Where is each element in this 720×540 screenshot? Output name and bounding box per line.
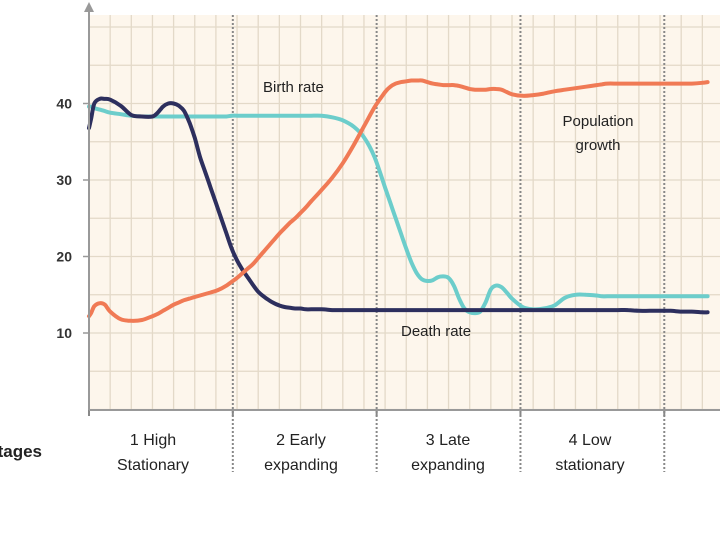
y-tick-label: 10 [56,325,72,341]
population-growth-line [87,78,710,323]
stage-1-line2: Stationary [117,457,189,474]
stage-1-line1: 1 High [130,432,176,449]
stage-4-line2: stationary [555,457,624,474]
y-tick-labels: 10 20 30 40 [56,96,89,341]
stage-2-line1: 2 Early [276,432,326,449]
stage-4-line1: 4 Low [569,432,612,449]
y-tick-label: 30 [56,172,72,188]
y-tick-label: 20 [56,249,72,265]
y-axis-arrow-icon [84,2,94,12]
series-lines [87,78,710,323]
population-growth-label-line2: growth [575,137,620,154]
grid [89,15,720,411]
population-growth-label-line1: Population [563,113,634,130]
birth-rate-label: Birth rate [263,79,324,96]
axes [84,2,720,411]
x-axis-label: Stages [0,442,42,461]
birth-rate-line [87,104,710,316]
y-tick-label: 40 [56,96,72,112]
stage-3-line1: 3 Late [426,432,471,449]
death-rate-label: Death rate [401,323,471,340]
stage-3-line2: expanding [411,457,485,474]
plot-background [89,15,720,410]
death-rate-line [87,96,710,315]
stage-2-line2: expanding [264,457,338,474]
stage-dividers [88,15,666,472]
